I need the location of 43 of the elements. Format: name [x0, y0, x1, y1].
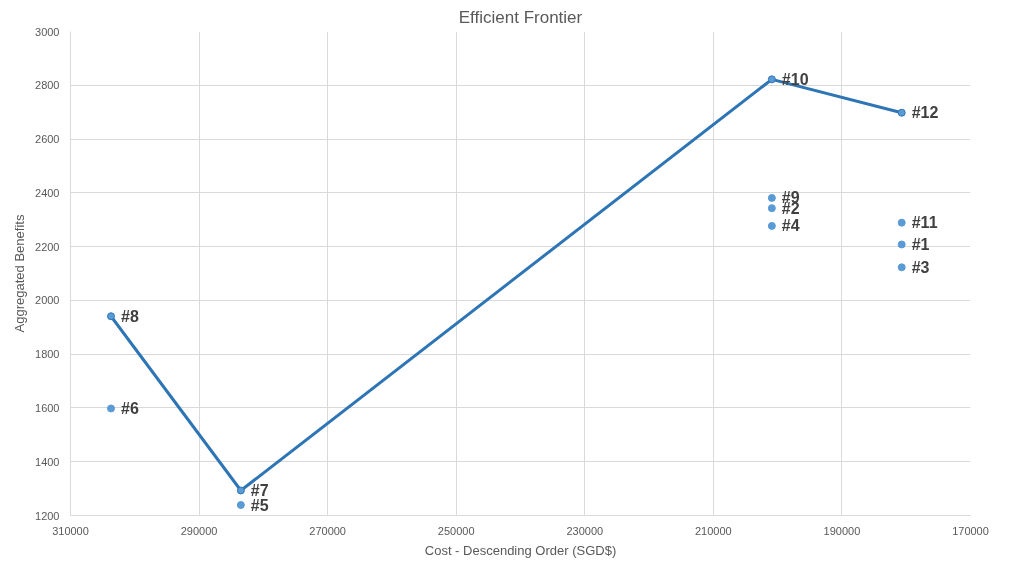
- x-tick-label: 290000: [180, 524, 218, 537]
- y-tick-label: 1400: [35, 455, 60, 468]
- annotation: #6: [121, 399, 139, 417]
- x-tick-label: 250000: [437, 524, 475, 537]
- annotation: #1: [911, 235, 930, 253]
- annotation: #10: [781, 70, 809, 88]
- point: [767, 193, 776, 202]
- y-tick-label: 2000: [35, 294, 60, 307]
- annotation: #7: [250, 481, 269, 499]
- y-tick-label: 2800: [35, 79, 60, 92]
- point: [897, 218, 906, 227]
- y-tick-label: 2400: [35, 186, 60, 199]
- annotation: #8: [121, 307, 139, 325]
- x-tick-label: 190000: [823, 524, 861, 537]
- y-tick-label: 2600: [35, 133, 60, 146]
- x-tick-label: 230000: [566, 524, 604, 537]
- y-tick-label: 1800: [35, 348, 60, 361]
- y-tick-label: 3000: [35, 25, 60, 38]
- y-axis-title: Aggregated Benefits: [12, 214, 28, 333]
- annotation: #11: [911, 214, 938, 232]
- point: [107, 312, 115, 321]
- point: [236, 501, 245, 510]
- point: [107, 404, 115, 413]
- point: [767, 75, 776, 84]
- y-tick-label: 1200: [35, 509, 60, 522]
- y-tick-label: 2200: [35, 240, 60, 253]
- annotation: #12: [911, 104, 939, 122]
- point: [897, 240, 906, 249]
- annotation: #4: [781, 217, 800, 235]
- annotation: #3: [911, 258, 930, 276]
- annotation: #5: [250, 496, 269, 514]
- point: [897, 108, 906, 117]
- x-tick-label: 270000: [309, 524, 347, 537]
- x-tick-label: 310000: [52, 524, 89, 537]
- point: [767, 204, 776, 213]
- chart-title: Efficient Frontier: [458, 7, 583, 27]
- x-axis-title: Cost - Descending Order (SGD$): [424, 542, 617, 558]
- point: [767, 221, 776, 230]
- point: [897, 263, 906, 272]
- x-tick-label: 170000: [952, 524, 989, 537]
- point: [236, 486, 245, 495]
- y-tick-label: 1600: [35, 401, 60, 414]
- x-tick-label: 210000: [695, 524, 732, 537]
